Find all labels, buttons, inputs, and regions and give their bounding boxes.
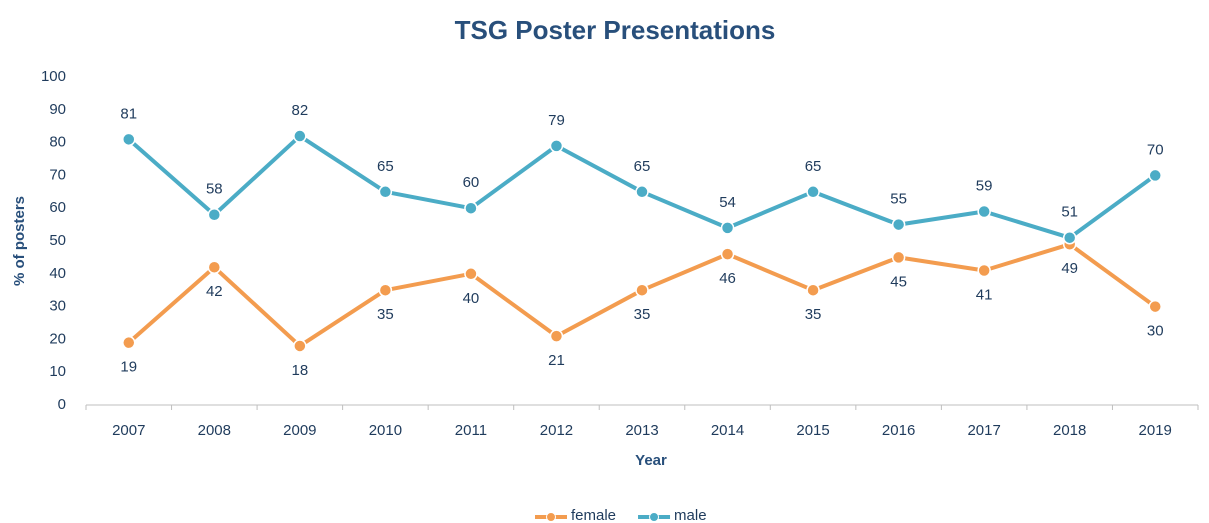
data-label: 79 [548, 112, 565, 129]
data-label: 82 [292, 102, 309, 119]
point [549, 329, 564, 343]
data-label: 18 [292, 362, 309, 379]
data-label: 65 [377, 158, 394, 175]
point [720, 247, 735, 261]
point [1148, 168, 1162, 183]
x-tick-label: 2015 [796, 422, 829, 439]
data-label: 55 [890, 191, 907, 208]
x-tick-label: 2013 [625, 422, 658, 439]
x-tick-label: 2014 [711, 422, 744, 439]
data-label: 58 [206, 181, 223, 198]
y-tick-label: 70 [49, 166, 66, 183]
data-label: 35 [377, 306, 394, 323]
legend-label: female [571, 507, 616, 523]
data-label: 65 [634, 158, 651, 175]
x-tick-label: 2019 [1139, 422, 1172, 439]
data-label: 40 [463, 290, 480, 307]
point [720, 221, 735, 235]
data-label: 51 [1061, 204, 1078, 221]
x-tick-label: 2009 [283, 422, 316, 439]
y-tick-label: 90 [49, 101, 66, 118]
y-tick-label: 100 [41, 68, 66, 85]
y-tick-label: 10 [49, 363, 66, 380]
data-label: 70 [1147, 141, 1164, 158]
y-axis-title: % of posters [11, 196, 28, 286]
y-tick-label: 80 [49, 134, 66, 151]
x-tick-label: 2018 [1053, 422, 1086, 439]
point [207, 208, 222, 222]
data-label: 21 [548, 352, 565, 369]
point [293, 339, 307, 353]
point [293, 129, 307, 143]
x-tick-label: 2008 [198, 422, 231, 439]
point [207, 260, 222, 274]
point [1062, 230, 1077, 245]
data-label: 49 [1061, 260, 1078, 277]
data-label: 46 [719, 270, 736, 287]
data-label: 65 [805, 158, 822, 175]
y-tick-label: 30 [49, 298, 66, 315]
data-label: 60 [463, 174, 480, 191]
point [378, 283, 393, 297]
data-label: 54 [719, 194, 736, 211]
point [464, 267, 478, 281]
point [549, 139, 564, 153]
point [891, 217, 906, 232]
y-tick-label: 0 [58, 396, 66, 413]
point [891, 250, 906, 265]
data-label: 81 [120, 105, 137, 122]
data-label: 35 [634, 306, 651, 323]
point [464, 201, 478, 215]
point [122, 132, 136, 147]
x-tick-label: 2007 [112, 422, 145, 439]
y-tick-label: 20 [49, 330, 66, 347]
y-tick-label: 40 [49, 265, 66, 282]
chart-title: TSG Poster Presentations [455, 15, 776, 45]
x-tick-label: 2011 [455, 422, 487, 439]
data-label: 45 [890, 273, 907, 290]
point [122, 335, 136, 350]
point [806, 283, 820, 297]
legend-marker [649, 512, 660, 522]
point [977, 263, 991, 278]
data-label: 35 [805, 306, 822, 323]
data-label: 19 [120, 359, 137, 376]
point [1148, 299, 1162, 314]
point [635, 283, 649, 297]
data-label: 59 [976, 177, 993, 194]
x-tick-label: 2010 [369, 422, 402, 439]
data-label: 42 [206, 283, 223, 300]
x-tick-label: 2016 [882, 422, 915, 439]
point [977, 204, 991, 219]
x-axis-title: Year [635, 452, 667, 469]
x-tick-label: 2017 [967, 422, 1000, 439]
point [635, 185, 649, 199]
y-tick-label: 50 [49, 232, 66, 249]
point [378, 185, 393, 199]
data-label: 41 [976, 286, 993, 303]
data-label: 30 [1147, 323, 1164, 340]
y-tick-label: 60 [49, 199, 66, 216]
point [806, 185, 820, 199]
x-tick-label: 2012 [540, 422, 573, 439]
legend-label: male [674, 507, 707, 523]
legend-marker [546, 512, 556, 522]
